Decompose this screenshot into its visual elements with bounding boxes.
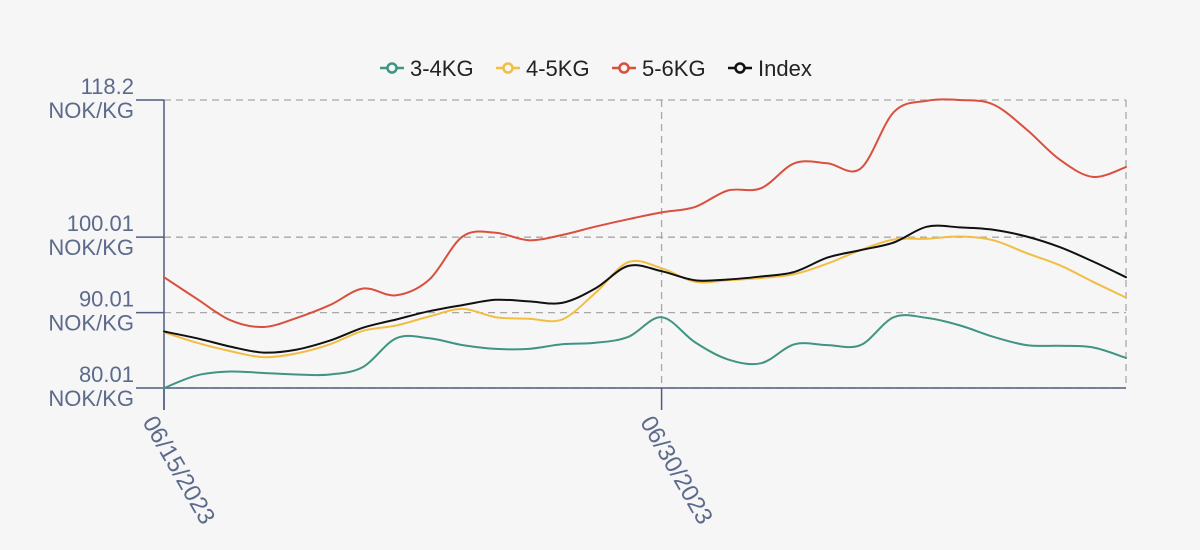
y-tick-unit: NOK/KG — [48, 386, 134, 411]
grid — [164, 99, 1127, 389]
legend-marker-icon — [618, 62, 630, 74]
y-tick-label: 80.01 NOK/KG — [48, 362, 134, 411]
legend-item-3-4kg[interactable]: 3-4KG — [380, 56, 474, 81]
y-tick-value: 80.01 — [79, 362, 134, 387]
y-tick-unit: NOK/KG — [48, 235, 134, 260]
x-axis-tick-labels: 06/15/2023 06/30/2023 — [137, 412, 718, 530]
y-tick-unit: NOK/KG — [48, 311, 134, 336]
legend-label: 4-5KG — [526, 56, 590, 81]
legend-label: 3-4KG — [410, 56, 474, 81]
y-tick-value: 118.2 — [81, 74, 134, 99]
y-tick-value: 100.01 — [67, 211, 134, 236]
legend-item-4-5kg[interactable]: 4-5KG — [496, 56, 590, 81]
series-line-3-4kg — [163, 314, 1127, 390]
legend-marker-icon — [386, 62, 398, 74]
series-line-4-5kg — [163, 235, 1127, 359]
series-line-index — [163, 224, 1127, 354]
legend: 3-4KG 4-5KG 5-6KG Index — [380, 56, 812, 81]
series-line-5-6kg — [163, 98, 1127, 329]
series-lines — [163, 98, 1127, 390]
legend-item-index[interactable]: Index — [728, 56, 812, 81]
x-tick-label: 06/15/2023 — [137, 412, 220, 530]
legend-label: Index — [758, 56, 812, 81]
legend-label: 5-6KG — [642, 56, 706, 81]
y-tick-value: 90.01 — [79, 287, 134, 312]
y-tick-label: 90.01 NOK/KG — [48, 287, 134, 336]
y-tick-label: 118.2 NOK/KG — [48, 74, 134, 123]
legend-marker-icon — [734, 62, 746, 74]
x-tick-label: 06/30/2023 — [634, 412, 717, 530]
legend-item-5-6kg[interactable]: 5-6KG — [612, 56, 706, 81]
y-tick-unit: NOK/KG — [48, 98, 134, 123]
axes — [136, 99, 1126, 410]
y-tick-label: 100.01 NOK/KG — [48, 211, 134, 260]
legend-marker-icon — [502, 62, 514, 74]
